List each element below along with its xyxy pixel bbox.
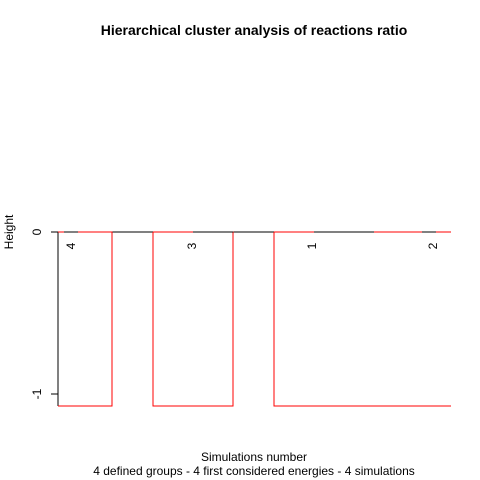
- chart-subtitle: 4 defined groups - 4 first considered en…: [93, 464, 415, 478]
- leaf-label-4: 4: [64, 242, 78, 249]
- y-tick-label-minus-1: -1: [30, 388, 44, 399]
- y-axis: 0 -1 Height: [2, 214, 59, 399]
- group-box-3: [273, 232, 451, 407]
- group-box-2: [152, 231, 234, 407]
- chart-title: Hierarchical cluster analysis of reactio…: [101, 22, 408, 38]
- dendrogram-tree: [57, 231, 451, 407]
- group-box-1: [58, 231, 113, 407]
- x-axis-label: Simulations number: [201, 450, 307, 464]
- leaf-label-1: 1: [305, 242, 319, 249]
- y-tick-label-0: 0: [30, 228, 44, 235]
- y-axis-label: Height: [2, 214, 16, 249]
- leaf-label-2: 2: [426, 242, 440, 249]
- leaf-labels: 4 3 1 2: [64, 242, 440, 249]
- leaf-label-3: 3: [185, 242, 199, 249]
